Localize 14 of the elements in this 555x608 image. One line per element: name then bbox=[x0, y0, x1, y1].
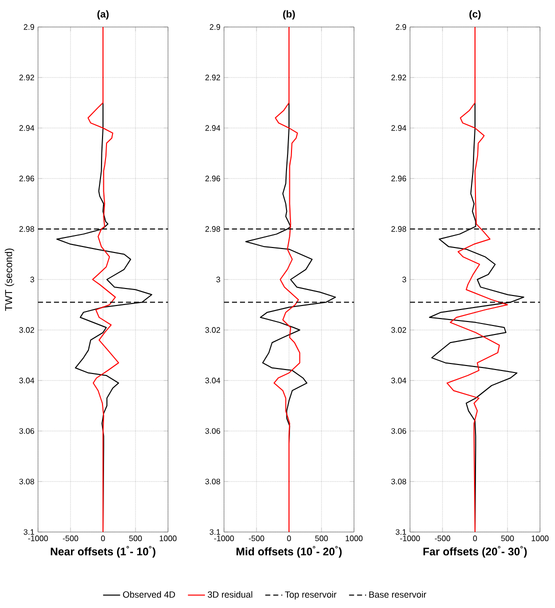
legend-label: Base reservoir bbox=[369, 591, 426, 598]
y-axis-title: TWT (second) bbox=[4, 248, 14, 311]
legend-label: Top reservoir bbox=[284, 591, 336, 600]
x-axis-title: Far offsets (20$^{°}$- 30$^{°}$) bbox=[423, 546, 527, 558]
legend-label: 3D residual bbox=[208, 591, 252, 598]
line-series bbox=[274, 27, 300, 532]
chart-title: (b) bbox=[283, 10, 295, 20]
line-series bbox=[88, 27, 120, 532]
line-series bbox=[446, 27, 508, 532]
legend-label: Observed 4D bbox=[123, 591, 175, 598]
x-axis-title: Near offsets (1$^{°}$- 10$^{°}$) bbox=[50, 546, 156, 558]
x-axis-title: Mid offsets (10$^{°}$- 20$^{°}$) bbox=[236, 546, 342, 558]
chart-title: (c) bbox=[469, 10, 481, 20]
chart-title: (a) bbox=[97, 10, 109, 20]
